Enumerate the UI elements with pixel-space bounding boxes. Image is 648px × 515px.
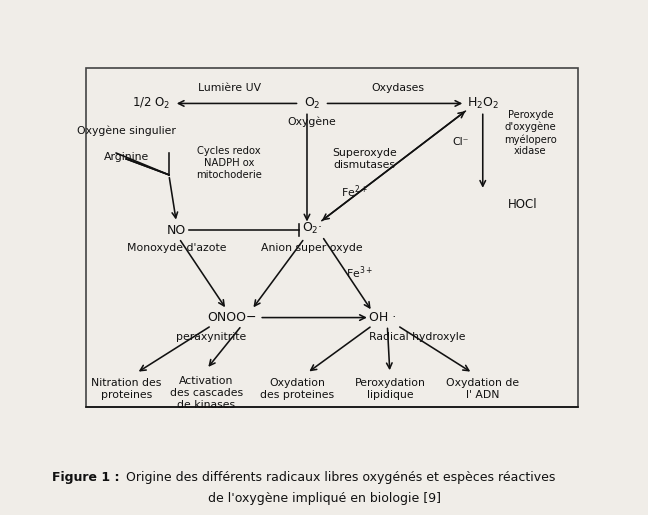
Text: Origine des différents radicaux libres oxygénés et espèces réactives: Origine des différents radicaux libres o… bbox=[126, 471, 556, 485]
Text: Nitration des
proteines: Nitration des proteines bbox=[91, 378, 161, 400]
Text: Cycles redox
NADPH ox
mitochoderie: Cycles redox NADPH ox mitochoderie bbox=[196, 146, 262, 180]
Text: Figure 1 :: Figure 1 : bbox=[52, 471, 119, 485]
Text: Arginine: Arginine bbox=[104, 152, 149, 162]
Text: Cl⁻: Cl⁻ bbox=[452, 137, 469, 147]
Text: Fe$^{2+}$: Fe$^{2+}$ bbox=[341, 183, 368, 200]
Text: H$_2$O$_2$: H$_2$O$_2$ bbox=[467, 96, 499, 111]
Text: de l'oxygène impliqué en biologie [9]: de l'oxygène impliqué en biologie [9] bbox=[207, 492, 441, 505]
Bar bbox=[86, 68, 578, 407]
Text: Oxygène singulier: Oxygène singulier bbox=[76, 126, 176, 136]
Text: OH ·: OH · bbox=[369, 311, 396, 324]
Text: Oxydases: Oxydases bbox=[371, 82, 424, 93]
Text: Superoxyde
dismutases: Superoxyde dismutases bbox=[332, 148, 397, 170]
Text: Monoxyde d'azote: Monoxyde d'azote bbox=[126, 243, 226, 253]
Text: Peroxydation
lipidique: Peroxydation lipidique bbox=[354, 378, 425, 400]
Text: Oxydation
des proteines: Oxydation des proteines bbox=[260, 378, 334, 400]
Text: Fe$^{3+}$: Fe$^{3+}$ bbox=[346, 265, 373, 281]
Text: O$_2$: O$_2$ bbox=[304, 96, 320, 111]
Text: Oxygène: Oxygène bbox=[288, 116, 336, 127]
Text: Activation
des cascades
de kinases: Activation des cascades de kinases bbox=[170, 376, 243, 409]
Text: Radical hydroxyle: Radical hydroxyle bbox=[369, 332, 466, 341]
Text: Peroxyde
d'oxygène
myélopero
xidase: Peroxyde d'oxygène myélopero xidase bbox=[504, 110, 557, 156]
Text: 1/2 O$_2$: 1/2 O$_2$ bbox=[132, 96, 170, 111]
Text: Lumière UV: Lumière UV bbox=[198, 82, 260, 93]
Text: O$_2$·: O$_2$· bbox=[302, 221, 322, 236]
Text: Oxydation de
l' ADN: Oxydation de l' ADN bbox=[446, 378, 519, 400]
Text: Anion super oxyde: Anion super oxyde bbox=[261, 243, 363, 253]
Text: HOCl: HOCl bbox=[508, 198, 538, 211]
Text: NO: NO bbox=[167, 224, 186, 237]
Text: peraxynitrite: peraxynitrite bbox=[176, 332, 247, 341]
Text: ONOO−: ONOO− bbox=[207, 311, 257, 324]
